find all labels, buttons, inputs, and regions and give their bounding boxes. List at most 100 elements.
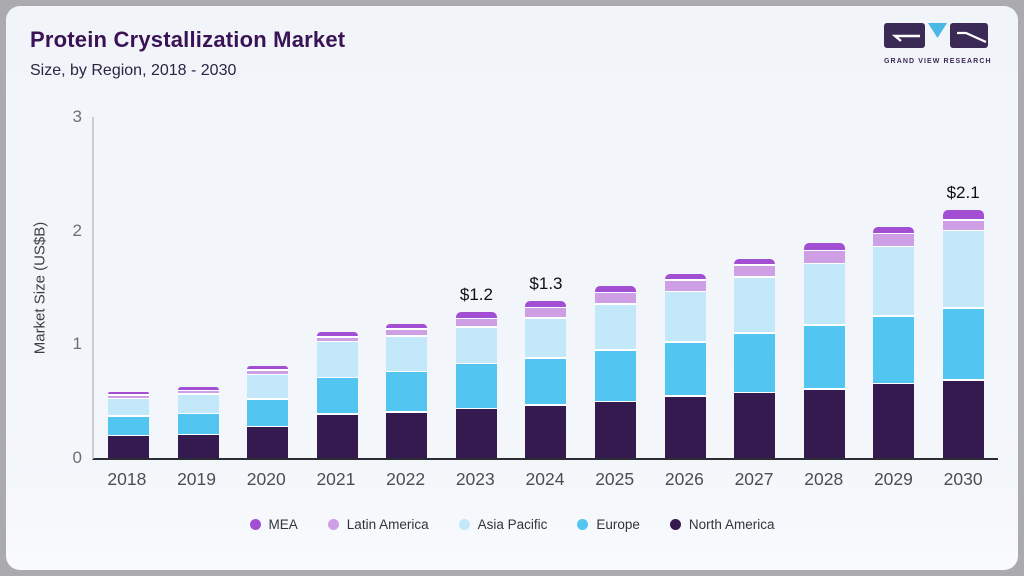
bar-segment-asia-pacific-2027 (734, 277, 776, 333)
bar-segment-separator (734, 264, 776, 266)
bar-segment-separator (386, 328, 428, 330)
bar-column-2025 (581, 117, 651, 458)
chart-subtitle: Size, by Region, 2018 - 2030 (30, 62, 237, 79)
bar-segment-mea-2018 (108, 391, 150, 395)
bar-segment-separator (873, 232, 915, 235)
bar-segment-separator (594, 303, 636, 305)
bar-segment-separator (942, 229, 984, 232)
bar-segment-north-america-2025 (594, 402, 636, 458)
bar-stack-2022 (386, 323, 428, 458)
legend-dot-icon (458, 519, 470, 530)
legend-label: Asia Pacific (477, 517, 548, 532)
bar-segment-separator (455, 326, 497, 328)
bar-segment-separator (108, 434, 150, 437)
bar-segment-separator (873, 315, 915, 317)
bar-segment-north-america-2027 (734, 393, 776, 458)
gvr-logo-icon (884, 23, 988, 48)
bar-stack-2020 (247, 365, 289, 458)
bar-segment-mea-2021 (316, 331, 358, 337)
bar-column-2021 (303, 117, 373, 458)
bar-segment-separator (664, 395, 706, 397)
bar-segment-mea-2026 (664, 273, 706, 280)
bar-segment-separator (247, 373, 289, 376)
bar-segment-separator (525, 357, 567, 359)
bar-stack-2023 (455, 312, 497, 458)
y-tick-label: 3 (72, 107, 82, 126)
bar-segment-separator (594, 400, 636, 403)
bar-stack-2026 (664, 273, 706, 458)
bar-segment-separator (734, 276, 776, 278)
bar-segment-separator (803, 324, 845, 326)
bar-segment-europe-2026 (664, 342, 706, 396)
x-tick-label-2021: 2021 (316, 469, 356, 489)
bar-segment-asia-pacific-2022 (386, 336, 428, 371)
bar-stack-2030 (942, 209, 984, 458)
gvr-logo-text: GRAND VIEW RESEARCH (884, 58, 992, 65)
bar-segment-asia-pacific-2025 (594, 304, 636, 350)
bar-segment-separator (664, 290, 706, 293)
bar-segment-latin-america-2024 (525, 308, 567, 318)
bar-segment-separator (316, 340, 358, 343)
bar-segment-europe-2018 (108, 416, 150, 435)
bar-segment-asia-pacific-2029 (873, 247, 915, 316)
bar-segment-separator (594, 291, 636, 294)
bar-segment-separator (664, 341, 706, 343)
bar-segment-asia-pacific-2020 (247, 375, 289, 399)
bar-segment-north-america-2021 (316, 414, 358, 458)
legend-dot-icon (669, 519, 681, 530)
bar-segment-separator (108, 394, 150, 396)
bar-segment-separator (734, 332, 776, 334)
bar-segment-asia-pacific-2030 (942, 231, 984, 308)
bar-segment-separator (455, 317, 497, 320)
bar-segment-north-america-2018 (108, 436, 150, 458)
bar-segment-europe-2020 (247, 399, 289, 426)
legend-item-north-america: North America (669, 517, 775, 532)
bar-segment-separator (942, 307, 984, 309)
bar-segment-europe-2019 (177, 414, 219, 434)
bar-segment-separator (873, 382, 915, 385)
x-tick-label-2026: 2026 (664, 469, 704, 489)
x-tick-label-2029: 2029 (873, 469, 913, 489)
bar-segment-separator (942, 219, 984, 221)
bar-segment-separator (316, 413, 358, 415)
bar-segment-asia-pacific-2024 (525, 318, 567, 358)
bar-segment-separator (177, 412, 219, 415)
x-tick-label-2025: 2025 (595, 469, 635, 489)
bar-segment-latin-america-2030 (942, 220, 984, 230)
bar-segment-separator (803, 388, 845, 390)
bar-segment-separator (386, 411, 428, 413)
bar-segment-asia-pacific-2026 (664, 292, 706, 342)
legend-item-latin-america: Latin America (327, 517, 429, 532)
bar-segment-mea-2025 (594, 286, 636, 292)
bar-segment-separator (247, 369, 289, 371)
bar-segment-europe-2023 (455, 364, 497, 408)
x-tick-label-2018: 2018 (107, 469, 147, 489)
bar-segment-separator (734, 391, 776, 394)
bar-column-2019 (164, 117, 234, 458)
bar-segment-separator (803, 249, 845, 252)
bar-segment-separator (455, 407, 497, 410)
bar-segment-mea-2028 (803, 242, 845, 250)
bar-segment-europe-2029 (873, 316, 915, 383)
plot-area: $1.2 $1.3 $2.1 (92, 117, 998, 460)
legend-dot-icon (249, 519, 261, 530)
bar-stack-2024 (525, 300, 567, 458)
bar-segment-mea-2024 (525, 300, 567, 307)
bar-column-2027 (720, 117, 790, 458)
bar-segment-europe-2027 (734, 333, 776, 392)
bar-segment-europe-2030 (942, 308, 984, 380)
legend-label: North America (688, 517, 775, 532)
bar-segment-separator (386, 370, 428, 373)
legend-item-asia-pacific: Asia Pacific (458, 517, 548, 532)
bar-value-label-2024: $1.3 (529, 273, 563, 293)
bar-stack-2018 (108, 391, 150, 458)
bar-segment-separator (942, 379, 984, 381)
bar-segment-latin-america-2025 (594, 293, 636, 304)
legend-label: MEA (268, 517, 298, 532)
bar-segment-asia-pacific-2021 (316, 342, 358, 377)
bar-segment-separator (594, 349, 636, 351)
bar-value-label-2030: $2.1 (946, 182, 980, 202)
chart-card: Protein Crystallization Market Size, by … (6, 6, 1018, 570)
bar-segment-separator (177, 393, 219, 395)
bar-segment-asia-pacific-2028 (803, 264, 845, 325)
